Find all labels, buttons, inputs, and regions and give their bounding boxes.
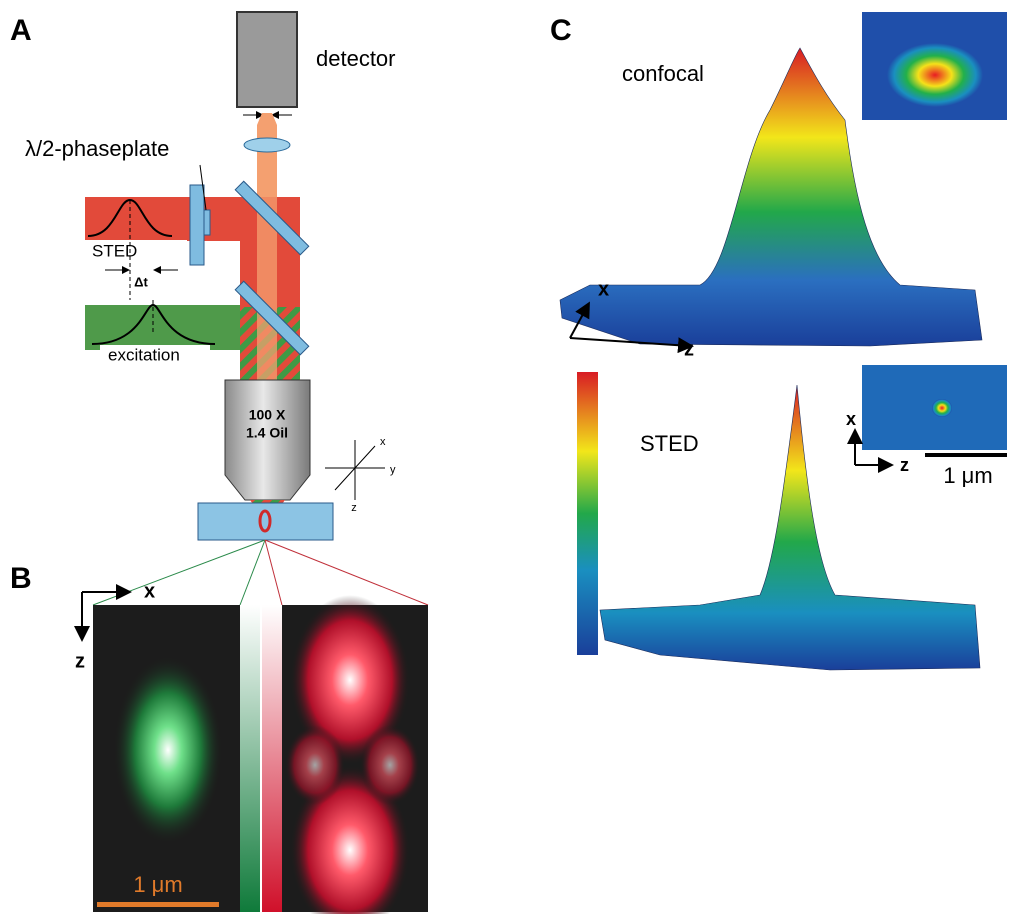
zoom-line — [265, 540, 282, 605]
axis-label: z — [75, 650, 85, 672]
confocal-label: confocal — [622, 61, 704, 86]
detector-label: detector — [316, 46, 396, 71]
excitation-label: excitation — [108, 345, 180, 364]
excitation-spot — [113, 655, 223, 845]
sted-label: STED — [92, 241, 137, 260]
color-bar — [577, 372, 598, 655]
figure: A detector λ/2-phaseplate STED Δt excita… — [0, 0, 1014, 914]
objective-label: 100 X — [249, 407, 286, 423]
detector-box — [237, 12, 297, 107]
lens — [244, 138, 290, 152]
phaseplate-step — [204, 210, 210, 235]
sted-label: STED — [640, 431, 699, 456]
scale-bar — [925, 453, 1007, 457]
sample — [198, 503, 333, 540]
confocal-spot — [887, 43, 983, 107]
axis-label: x — [144, 580, 155, 602]
delay-label: Δt — [134, 274, 148, 289]
scale-label: 1 μm — [133, 872, 182, 897]
axis-label: x — [380, 436, 386, 448]
axis-label: x — [598, 278, 609, 300]
zoom-line — [240, 540, 265, 605]
sted-spot — [932, 399, 952, 417]
green-scale — [240, 605, 260, 912]
panel-label: B — [10, 562, 32, 595]
axis-label: z — [900, 455, 909, 475]
sted-lobe — [360, 725, 420, 805]
zoom-line — [93, 540, 265, 605]
axis-label: x — [846, 409, 856, 429]
axis-label: y — [390, 464, 396, 476]
panel-label: A — [10, 14, 32, 47]
red-scale — [262, 605, 282, 912]
objective-label: 1.4 Oil — [246, 425, 288, 441]
axis-label: z — [351, 502, 357, 514]
sted-lobe — [285, 725, 345, 805]
scale-bar — [97, 902, 219, 907]
phaseplate-label: λ/2-phaseplate — [25, 136, 169, 161]
panel-label: C — [550, 14, 572, 47]
axes-3d — [325, 440, 385, 500]
scale-label: 1 μm — [943, 463, 992, 488]
phaseplate — [190, 185, 204, 265]
axis-label: z — [684, 338, 694, 360]
